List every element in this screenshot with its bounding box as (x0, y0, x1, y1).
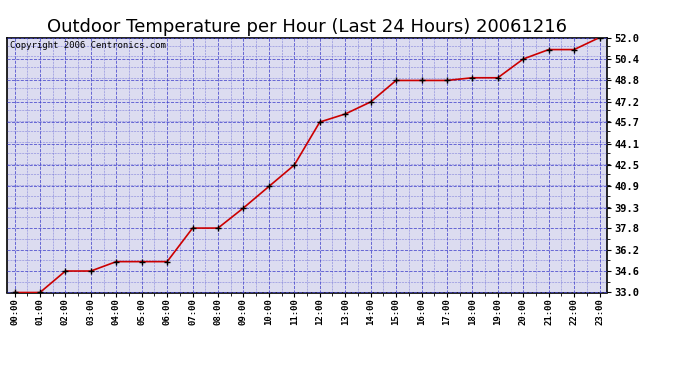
Text: Copyright 2006 Centronics.com: Copyright 2006 Centronics.com (10, 41, 166, 50)
Title: Outdoor Temperature per Hour (Last 24 Hours) 20061216: Outdoor Temperature per Hour (Last 24 Ho… (47, 18, 567, 36)
